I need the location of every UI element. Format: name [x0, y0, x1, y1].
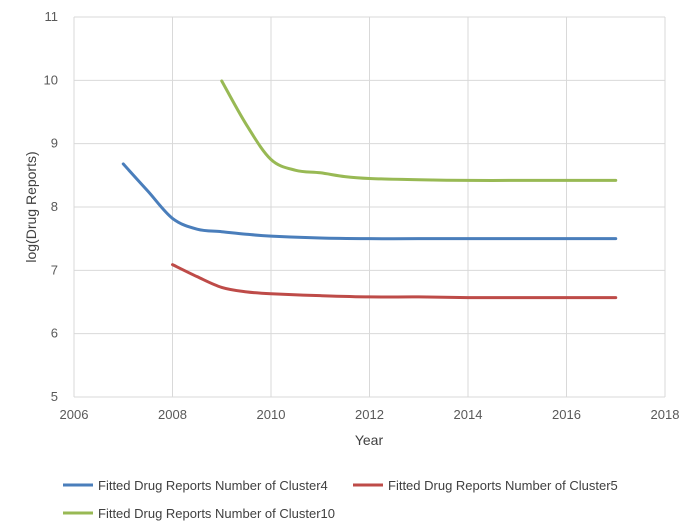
x-tick-label: 2006 [60, 407, 89, 422]
legend: Fitted Drug Reports Number of Cluster4 Fi… [63, 478, 618, 521]
legend-label: Fitted Drug Reports Number of Cluster10 [98, 506, 335, 521]
legend-item: Fitted Drug Reports Number of Cluster10 [63, 506, 335, 521]
grid [73, 16, 666, 398]
x-axis-title: Year [355, 432, 384, 448]
tick-labels: 5 6 7 8 9 10 11 2006 2008 2010 2012 2014 2016 2018 [44, 9, 680, 422]
y-tick-label: 8 [51, 199, 58, 214]
x-tick-label: 2012 [355, 407, 384, 422]
x-tick-label: 2016 [552, 407, 581, 422]
legend-label: Fitted Drug Reports Number of Cluster5 [388, 478, 618, 493]
y-tick-label: 11 [45, 9, 59, 24]
legend-item: Fitted Drug Reports Number of Cluster5 [353, 478, 618, 493]
y-tick-label: 5 [51, 389, 58, 404]
series-line-3 [220, 79, 618, 182]
series-lines [121, 79, 618, 300]
legend-item: Fitted Drug Reports Number of Cluster4 [63, 478, 328, 493]
legend-label: Fitted Drug Reports Number of Cluster4 [98, 478, 328, 493]
y-axis-title: log(Drug Reports) [23, 151, 39, 262]
series-line-1 [121, 162, 618, 241]
y-tick-label: 10 [44, 72, 58, 87]
y-tick-label: 6 [51, 326, 58, 341]
x-tick-label: 2008 [158, 407, 187, 422]
y-tick-label: 9 [51, 136, 58, 151]
series-line-2 [171, 263, 618, 300]
x-tick-label: 2018 [651, 407, 680, 422]
y-tick-label: 7 [51, 262, 58, 277]
x-tick-label: 2014 [454, 407, 483, 422]
x-tick-label: 2010 [257, 407, 286, 422]
